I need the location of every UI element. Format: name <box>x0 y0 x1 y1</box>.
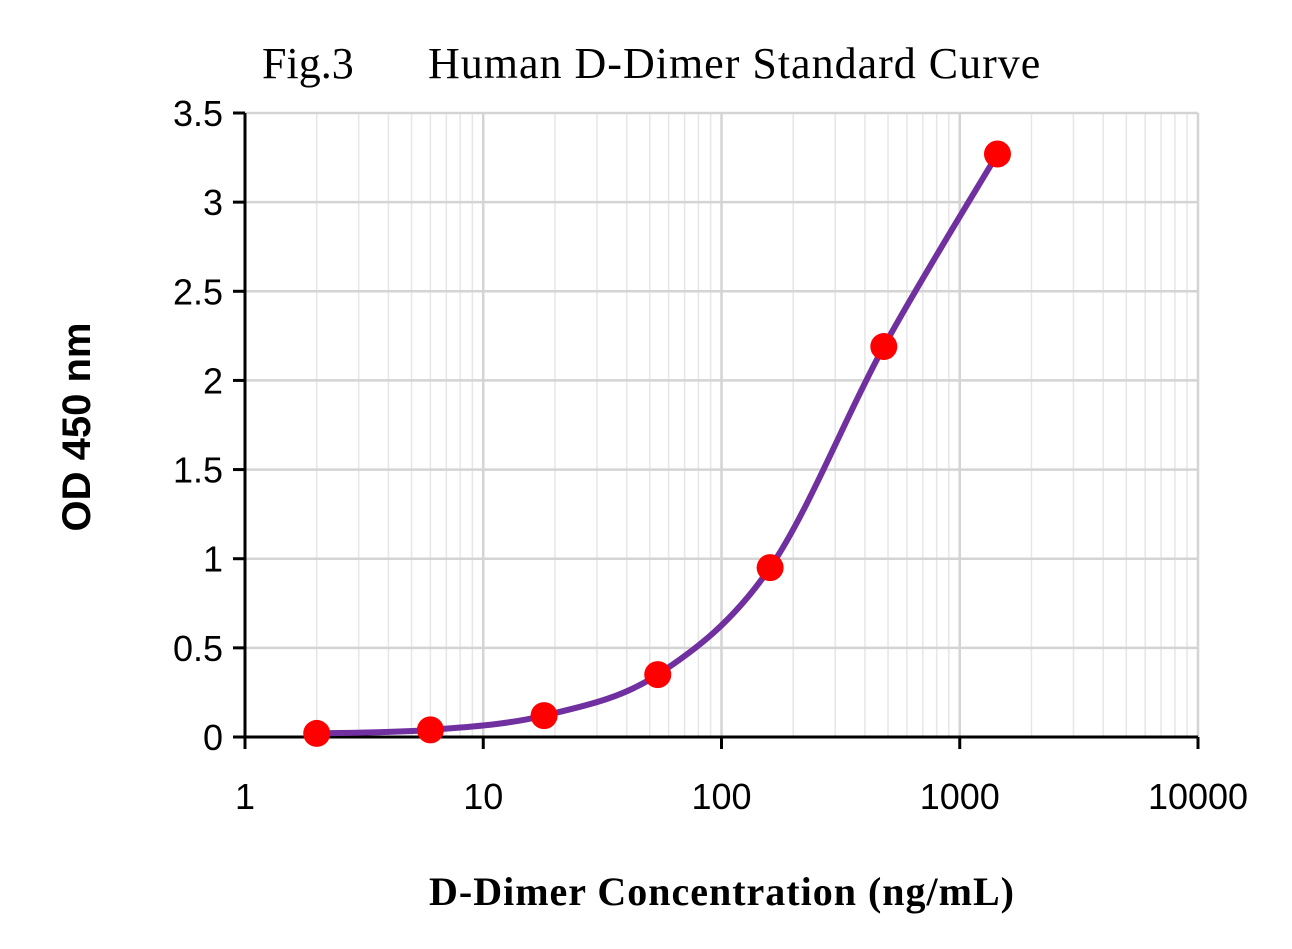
axes <box>233 111 1200 749</box>
data-point <box>303 719 331 747</box>
data-point <box>530 702 558 730</box>
series-line-group <box>313 151 1001 737</box>
x-tick-labels: 1 10 100 1000 10000 <box>235 776 1248 817</box>
y-tick-label: 1 <box>203 539 223 580</box>
x-tick-label: 1000 <box>920 776 1000 817</box>
series-points-group <box>303 140 1011 747</box>
data-point <box>756 554 784 582</box>
y-tick-label: 3.5 <box>173 93 223 134</box>
data-point <box>983 140 1011 168</box>
x-tick-label: 10 <box>463 776 503 817</box>
x-tick-label: 10000 <box>1148 776 1248 817</box>
x-tick-label: 1 <box>235 776 255 817</box>
y-tick-label: 0 <box>203 717 223 758</box>
y-tick-label: 0.5 <box>173 628 223 669</box>
chart-title: Human D-Dimer Standard Curve <box>428 39 1041 88</box>
y-tick-label: 3 <box>203 182 223 223</box>
y-tick-label: 1.5 <box>173 450 223 491</box>
data-point <box>870 333 898 361</box>
chart-title-prefix: Fig.3 <box>262 39 354 88</box>
y-tick-label: 2.5 <box>173 271 223 312</box>
y-axis-label: OD 450 nm <box>55 323 99 532</box>
y-tick-labels: 0 0.5 1 1.5 2 2.5 3 3.5 <box>173 93 223 758</box>
grid-minor <box>315 113 1188 737</box>
y-tick-label: 2 <box>203 360 223 401</box>
data-point <box>416 716 444 744</box>
x-tick-label: 100 <box>691 776 751 817</box>
series-curve <box>313 151 1001 737</box>
data-point <box>644 661 672 689</box>
x-axis-label: D-Dimer Concentration (ng/mL) <box>429 869 1015 914</box>
